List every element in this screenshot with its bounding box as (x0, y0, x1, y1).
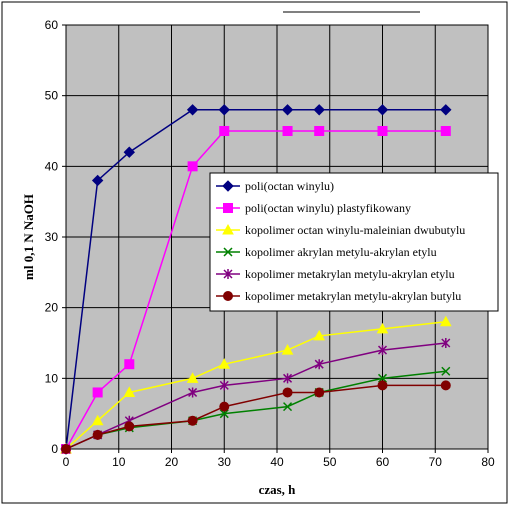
series-6-point-4 (187, 415, 198, 426)
series-2-point-3 (124, 359, 135, 370)
y-tick-label-5: 50 (45, 89, 59, 103)
series-6-point-9 (440, 380, 451, 391)
legend-marker-6 (223, 291, 233, 301)
x-tick-label-4: 40 (270, 455, 284, 469)
legend: poli(octan winylu) poli(octan winylu) pla… (209, 172, 499, 312)
legend-marker-3 (222, 223, 234, 235)
legend-marker-4 (223, 247, 233, 257)
x-tick-label-3: 30 (218, 455, 232, 469)
series-5-point-5 (219, 380, 229, 391)
series-2-point-7 (314, 126, 325, 136)
y-tick-label-4: 40 (45, 159, 59, 173)
series-2-point-4 (187, 161, 198, 172)
series-3-point-9 (439, 315, 452, 327)
y-tick-label-0: 0 (51, 442, 58, 456)
plot-area: 0 10 20 30 40 50 60 70 80 0 10 20 30 40 50 60 (45, 18, 495, 469)
legend-label-4: kopolimer akrylan metylu-akrylan etylu (245, 245, 437, 259)
series-4-point-8 (377, 373, 388, 383)
series-3-point-7 (313, 329, 326, 341)
x-tick-label-5: 50 (323, 455, 337, 469)
legend-marker-2 (223, 203, 233, 213)
legend-box (209, 172, 499, 312)
legend-marker-5 (223, 269, 233, 279)
y-axis-title: ml 0,1 N NaOH (21, 194, 36, 280)
series-6-point-5 (219, 401, 230, 412)
series-3 (60, 315, 452, 454)
series-6-point-7 (314, 387, 325, 398)
legend-label-1: poli(octan winylu) (245, 179, 334, 193)
x-tick-label-2: 20 (165, 455, 179, 469)
x-tick-label-0: 0 (63, 455, 70, 469)
series-4-point-5 (219, 409, 229, 419)
legend-label-6: kopolimer metakrylan metylu-akrylan buty… (245, 289, 461, 303)
x-tick-label-7: 70 (429, 455, 443, 469)
series-2-point-9 (440, 126, 451, 136)
y-tick-label-1: 10 (45, 371, 59, 385)
y-tick-label-2: 20 (45, 301, 59, 315)
series-6-point-1 (61, 444, 71, 454)
series-1-point-2 (91, 174, 104, 187)
series-3-point-3 (123, 386, 136, 397)
series-6-point-8 (377, 380, 388, 391)
x-tick-label-1: 10 (112, 455, 126, 469)
series-3-point-2 (91, 414, 104, 426)
series-1-point-7 (313, 104, 325, 116)
series-1-point-6 (281, 104, 294, 116)
series-1-point-9 (440, 104, 452, 116)
series-4-point-6 (283, 402, 293, 412)
x-axis-title: czas, h (259, 482, 297, 497)
series-5-point-7 (314, 359, 324, 370)
series-1-point-8 (376, 104, 389, 116)
x-tick-label-6: 60 (376, 455, 390, 469)
series-6-point-6 (282, 387, 293, 398)
series-6-point-2 (92, 429, 103, 440)
series-2-point-5 (219, 126, 230, 136)
legend-label-2: poli(octan winylu) plastyfikowany (245, 201, 411, 215)
series-5-point-4 (188, 387, 198, 398)
series-6 (61, 380, 451, 454)
series-2-point-2 (92, 387, 103, 398)
series-3-point-4 (186, 372, 199, 383)
series-5-point-8 (377, 345, 388, 356)
series-1-point-5 (218, 104, 230, 116)
series-1-point-4 (186, 104, 199, 116)
series-2-point-8 (377, 126, 388, 136)
x-tick-label-8: 80 (481, 455, 495, 469)
series-3-point-6 (281, 344, 294, 355)
series-1-point-3 (123, 146, 136, 158)
y-tick-label-6: 60 (45, 18, 59, 32)
legend-marker-1 (222, 180, 234, 192)
series-3-point-5 (218, 358, 231, 369)
y-tick-label-3: 30 (45, 230, 59, 244)
series-2-point-6 (282, 126, 293, 136)
legend-label-5: kopolimer metakrylan metylu-akrylan etyl… (245, 267, 455, 281)
series-4-point-9 (441, 366, 451, 376)
series-3-point-8 (376, 322, 389, 334)
series-5-point-9 (441, 338, 451, 348)
legend-label-3: kopolimer octan winylu-maleinian dwubuty… (245, 223, 465, 237)
series-6-point-3 (124, 421, 135, 432)
series-5-point-6 (283, 373, 293, 384)
